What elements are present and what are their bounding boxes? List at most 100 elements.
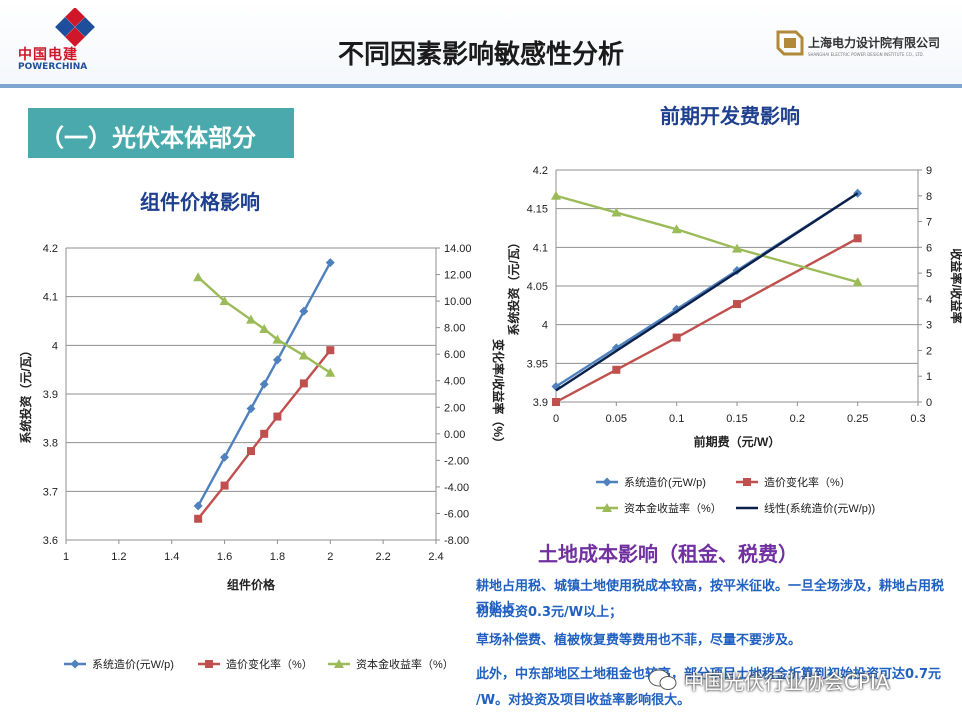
chart2-x-tick-label: 0.1	[669, 413, 684, 425]
chart1-title: 组件价格影响	[140, 190, 260, 214]
chart2-series-2-point	[552, 398, 560, 406]
chart2-y2-tick-label: 2	[926, 345, 932, 357]
chart1-series-1-point	[259, 379, 269, 389]
chart2-y-tick-label: 4.1	[533, 242, 548, 254]
chart1-x-tick-label: 1.4	[164, 551, 179, 563]
chart1-y-tick-label: 4	[52, 340, 58, 352]
chart1-y2-tick-label: 10.00	[444, 296, 472, 308]
chart2-legend-label: 资本金收益率（%）	[624, 501, 722, 515]
chart1-series-1-point	[299, 306, 309, 316]
chart2-legend-marker	[602, 477, 612, 487]
chart1-series-2-point	[247, 447, 255, 456]
chart1-series-3-point	[272, 334, 283, 344]
chart1-series-1-point	[246, 404, 256, 414]
chart2-x-tick-label: 0.25	[847, 413, 868, 425]
chart1-series-1-point	[325, 258, 335, 268]
chart1-y2-tick-label: 0.00	[444, 429, 465, 441]
logo-right-en: SHANGHAI ELECTRIC POWER DESIGN INSTITUTE…	[808, 52, 924, 57]
chart1-y2-axis-title: 变化率/收益率（%）	[491, 339, 506, 449]
chart1-y-tick-label: 3.9	[43, 389, 58, 401]
chart2-y-tick-label: 4.2	[533, 165, 548, 177]
chart2-y2-tick-label: 0	[926, 397, 932, 409]
page-title: 不同因素影响敏感性分析	[337, 40, 624, 70]
chart1-series-2-point	[260, 429, 269, 438]
chart1-series-2-point	[273, 412, 282, 421]
chart1-series-2-point	[220, 481, 229, 490]
chart1-y2-tick-label: 6.00	[444, 349, 465, 361]
chart1-x-tick-label: 2	[327, 551, 333, 563]
chart2-y2-tick-label: 3	[926, 320, 932, 332]
chart1-y2-tick-label: -8.00	[444, 535, 469, 547]
chart2-legend-marker	[743, 478, 751, 486]
chart1-x-tick-label: 2.2	[375, 551, 390, 563]
chart2-x-tick-label: 0	[553, 413, 559, 425]
chart1-y-tick-label: 3.8	[43, 438, 58, 450]
chart1-y-tick-label: 3.6	[43, 535, 58, 547]
chart2-x-tick-label: 0.05	[606, 413, 627, 425]
chart2-x-tick-label: 0.15	[726, 413, 747, 425]
chart1-y2-tick-label: 8.00	[444, 323, 465, 335]
chart1-legend-marker	[205, 660, 213, 668]
chart2-series-3-point	[551, 190, 561, 200]
chart2-y2-tick-label: 9	[926, 165, 932, 177]
chart1-series-2-point	[326, 346, 335, 355]
chart1-series-1-point	[220, 452, 230, 462]
chart2-legend-label: 线性(系统造价(元W/p))	[764, 501, 875, 515]
chart2-series-3-point	[611, 207, 622, 217]
chart1-y2-tick-label: -2.00	[444, 455, 469, 467]
chart1-x-axis-title: 组件价格	[227, 577, 276, 592]
chart1-legend-marker	[70, 659, 80, 669]
chart1-y-axis-title: 系统投资（元/瓦）	[18, 344, 33, 443]
land-text-line-2: 初始投资0.3元/W以上；	[476, 605, 623, 620]
sepdi-logo-icon	[776, 30, 804, 56]
chart2-x-tick-label: 0.2	[790, 413, 805, 425]
chart2-y2-tick-label: 4	[926, 294, 932, 306]
chart1-y2-tick-label: 4.00	[444, 376, 465, 388]
chart1-series-3-point	[325, 367, 336, 377]
chart1-x-tick-label: 1.2	[111, 551, 126, 563]
logo-left-en: POWERCHINA	[18, 62, 88, 72]
watermark-text: 中国光伏行业协会CPIA	[684, 670, 890, 694]
wechat-icon	[648, 669, 677, 690]
chart1-series-2-point	[194, 514, 203, 523]
chart1-y2-tick-label: 12.00	[444, 270, 472, 282]
land-text-line-4: 此外，中东部地区土地租金也较高，部分项目土地租金折算到初始投资可达0.7元	[476, 667, 942, 682]
chart1-series-1-point	[272, 355, 282, 365]
chart2-series-3-point	[671, 224, 682, 234]
chart1-legend-label: 造价变化率（%）	[226, 657, 313, 671]
chart1-series-3-point	[298, 350, 309, 360]
logo-right-cn: 上海电力设计院有限公司	[808, 36, 941, 50]
chart2-y2-tick-label: 7	[926, 217, 932, 229]
chart2-series-3-point	[852, 277, 863, 287]
land-text-line-3: 草场补偿费、植被恢复费等费用也不菲，尽量不要涉及。	[476, 633, 802, 648]
chart2-y2-tick-label: 8	[926, 191, 932, 203]
chart1-y2-tick-label: -6.00	[444, 508, 469, 520]
chart2-y-tick-label: 4.15	[527, 204, 548, 216]
chart1-series-3-point	[259, 323, 270, 333]
chart1-legend-label: 资本金收益率（%）	[356, 657, 454, 671]
chart2-y2-tick-label: 5	[926, 268, 932, 280]
chart1-x-tick-label: 1	[63, 551, 69, 563]
chart1-series-2-point	[299, 379, 308, 388]
chart2-series-2-line	[555, 237, 859, 404]
chart1-y2-tick-label: 2.00	[444, 402, 465, 414]
chart2-legend-marker	[602, 503, 612, 512]
chart2-y2-axis-title: 收益率/收益率	[949, 248, 962, 323]
chart2-series-2-point	[733, 300, 741, 309]
chart1-series-3-point	[219, 296, 230, 306]
chart2-y-axis-title: 系统投资（元/瓦）	[506, 236, 521, 335]
chart2-x-tick-label: 0.3	[910, 413, 925, 425]
chart2-legend-label: 系统造价(元W/p)	[624, 475, 706, 489]
chart2-series-2-point	[672, 333, 681, 342]
chart2-y-tick-label: 4.05	[527, 281, 548, 293]
chart2-y-tick-label: 3.95	[527, 358, 548, 370]
chart2-series-2-point	[612, 365, 621, 374]
chart1-legend-label: 系统造价(元W/p)	[92, 657, 174, 671]
slide-header: 中国电建 POWERCHINA 不同因素影响敏感性分析 上海电力设计院有限公司 …	[0, 0, 962, 88]
logo-left-cn: 中国电建	[18, 47, 78, 63]
chart2-legend-label: 造价变化率（%）	[764, 475, 851, 489]
chart1-x-tick-label: 1.8	[270, 551, 285, 563]
chart2-x-axis-title: 前期费（元/W）	[694, 434, 781, 449]
header-divider	[0, 84, 962, 88]
chart2-y-tick-label: 4	[542, 320, 548, 332]
